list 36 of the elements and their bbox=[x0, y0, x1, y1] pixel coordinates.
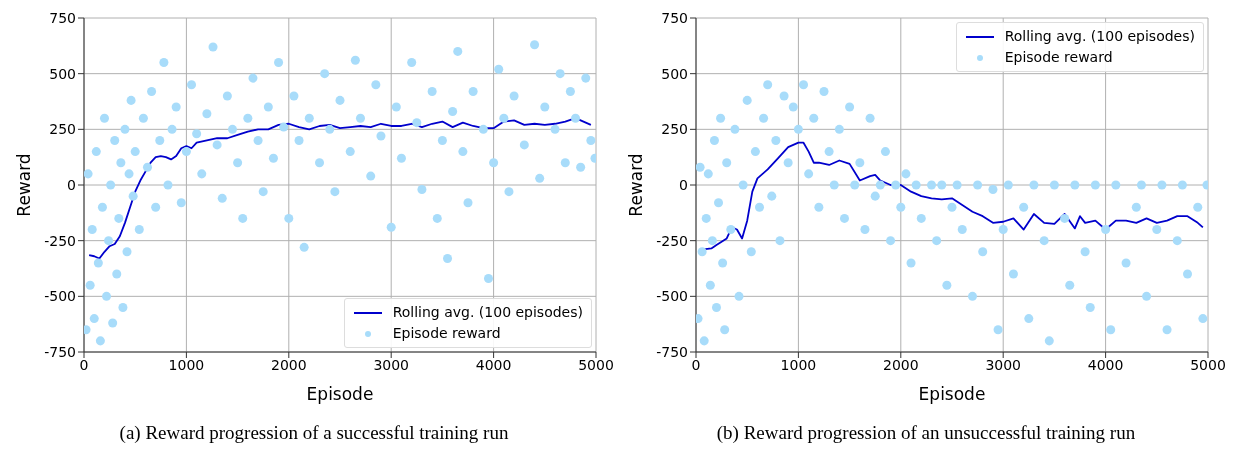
legend-label: Episode reward bbox=[392, 324, 501, 343]
x-tick-label: 4000 bbox=[475, 356, 512, 373]
x-tick-label: 5000 bbox=[1190, 356, 1226, 373]
legend-label: Rolling avg. (100 episodes) bbox=[392, 303, 583, 322]
y-tick-label: 0 bbox=[679, 176, 688, 193]
x-tick-label: 0 bbox=[79, 356, 89, 373]
y-tick-label: 500 bbox=[49, 65, 76, 82]
x-tick-label: 2000 bbox=[882, 356, 919, 373]
text: (a) Reward progression of a successful training run bbox=[118, 422, 510, 444]
y-tick-label: 0 bbox=[67, 176, 76, 193]
x-tick-label: 5000 bbox=[578, 356, 614, 373]
x-tick-label: 4000 bbox=[1087, 356, 1124, 373]
x-tick-label: 1000 bbox=[168, 356, 205, 373]
y-tick-label: 500 bbox=[661, 65, 688, 82]
text: (b) Reward progression of an unsuccessful training run bbox=[715, 422, 1137, 444]
y-tick-label: 250 bbox=[49, 121, 76, 138]
y-tick-label: -500 bbox=[656, 288, 688, 305]
y-tick-label: -500 bbox=[44, 288, 76, 305]
x-tick-label: 0 bbox=[691, 356, 701, 373]
y-tick-label: 750 bbox=[49, 9, 76, 26]
y-tick-label: -750 bbox=[44, 343, 76, 360]
y-tick-label: 250 bbox=[661, 121, 688, 138]
y-tick-label: 750 bbox=[661, 9, 688, 26]
x-tick-label: 1000 bbox=[780, 356, 817, 373]
y-tick-label: -750 bbox=[656, 343, 688, 360]
legend-label: Episode reward bbox=[1004, 48, 1113, 67]
x-axis-title: Episode bbox=[306, 384, 374, 404]
y-axis-title: Reward bbox=[14, 153, 35, 217]
x-tick-label: 2000 bbox=[270, 356, 307, 373]
y-tick-label: -250 bbox=[656, 232, 688, 249]
y-axis-title: Reward bbox=[626, 153, 647, 217]
x-tick-label: 3000 bbox=[373, 356, 410, 373]
x-tick-label: 3000 bbox=[985, 356, 1022, 373]
x-axis-title: Episode bbox=[918, 384, 986, 404]
legend-label: Rolling avg. (100 episodes) bbox=[1004, 27, 1195, 46]
y-tick-label: -250 bbox=[44, 232, 76, 249]
